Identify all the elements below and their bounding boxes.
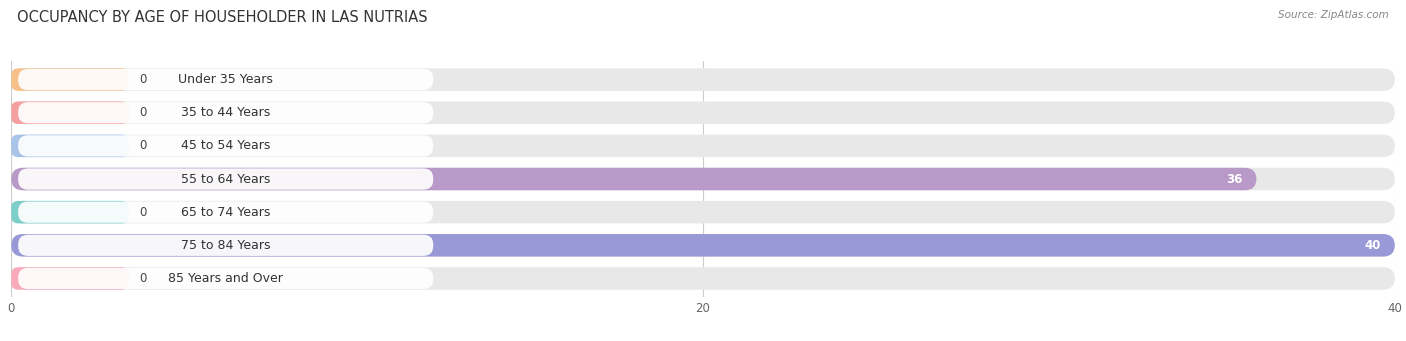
Text: 0: 0 bbox=[139, 139, 146, 152]
FancyBboxPatch shape bbox=[11, 68, 129, 91]
Text: 40: 40 bbox=[1365, 239, 1381, 252]
Text: 0: 0 bbox=[139, 106, 146, 119]
FancyBboxPatch shape bbox=[18, 235, 433, 256]
Text: 45 to 54 Years: 45 to 54 Years bbox=[181, 139, 270, 152]
FancyBboxPatch shape bbox=[18, 102, 433, 123]
FancyBboxPatch shape bbox=[11, 267, 129, 290]
FancyBboxPatch shape bbox=[11, 201, 1395, 223]
Text: Under 35 Years: Under 35 Years bbox=[179, 73, 273, 86]
FancyBboxPatch shape bbox=[11, 135, 129, 157]
FancyBboxPatch shape bbox=[11, 135, 1395, 157]
FancyBboxPatch shape bbox=[11, 201, 129, 223]
Text: 35 to 44 Years: 35 to 44 Years bbox=[181, 106, 270, 119]
Text: 75 to 84 Years: 75 to 84 Years bbox=[181, 239, 270, 252]
Text: 36: 36 bbox=[1226, 173, 1243, 186]
Text: Source: ZipAtlas.com: Source: ZipAtlas.com bbox=[1278, 10, 1389, 20]
FancyBboxPatch shape bbox=[11, 234, 1395, 256]
Text: 0: 0 bbox=[139, 272, 146, 285]
FancyBboxPatch shape bbox=[18, 135, 433, 157]
Text: 55 to 64 Years: 55 to 64 Years bbox=[181, 173, 270, 186]
FancyBboxPatch shape bbox=[11, 168, 1257, 190]
FancyBboxPatch shape bbox=[18, 69, 433, 90]
FancyBboxPatch shape bbox=[11, 267, 1395, 290]
Text: 65 to 74 Years: 65 to 74 Years bbox=[181, 206, 270, 219]
Text: 0: 0 bbox=[139, 73, 146, 86]
FancyBboxPatch shape bbox=[18, 168, 433, 190]
Text: 0: 0 bbox=[139, 206, 146, 219]
Text: OCCUPANCY BY AGE OF HOUSEHOLDER IN LAS NUTRIAS: OCCUPANCY BY AGE OF HOUSEHOLDER IN LAS N… bbox=[17, 10, 427, 25]
FancyBboxPatch shape bbox=[18, 268, 433, 289]
FancyBboxPatch shape bbox=[11, 168, 1395, 190]
FancyBboxPatch shape bbox=[18, 202, 433, 223]
FancyBboxPatch shape bbox=[11, 102, 1395, 124]
FancyBboxPatch shape bbox=[11, 68, 1395, 91]
FancyBboxPatch shape bbox=[11, 234, 1395, 256]
FancyBboxPatch shape bbox=[11, 102, 129, 124]
Text: 85 Years and Over: 85 Years and Over bbox=[169, 272, 283, 285]
